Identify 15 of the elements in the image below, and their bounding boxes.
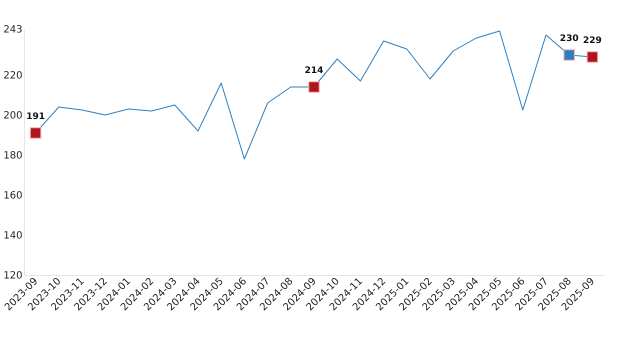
- point: [563, 49, 575, 61]
- data-label: 191: [26, 112, 45, 122]
- point: [30, 127, 42, 139]
- y-tick-label: 200: [3, 110, 22, 122]
- y-tick-label: 140: [3, 230, 22, 242]
- y-tick-label: 180: [3, 150, 22, 162]
- data-label: 214: [304, 66, 324, 76]
- point: [586, 51, 598, 63]
- y-tick-label: 160: [3, 190, 22, 202]
- y-tick-label: 243: [3, 24, 22, 36]
- data-label: 230: [560, 34, 579, 44]
- y-tick-label: 120: [3, 270, 22, 282]
- point: [308, 81, 320, 93]
- y-tick-label: 220: [3, 70, 22, 82]
- data-label: 229: [583, 36, 602, 46]
